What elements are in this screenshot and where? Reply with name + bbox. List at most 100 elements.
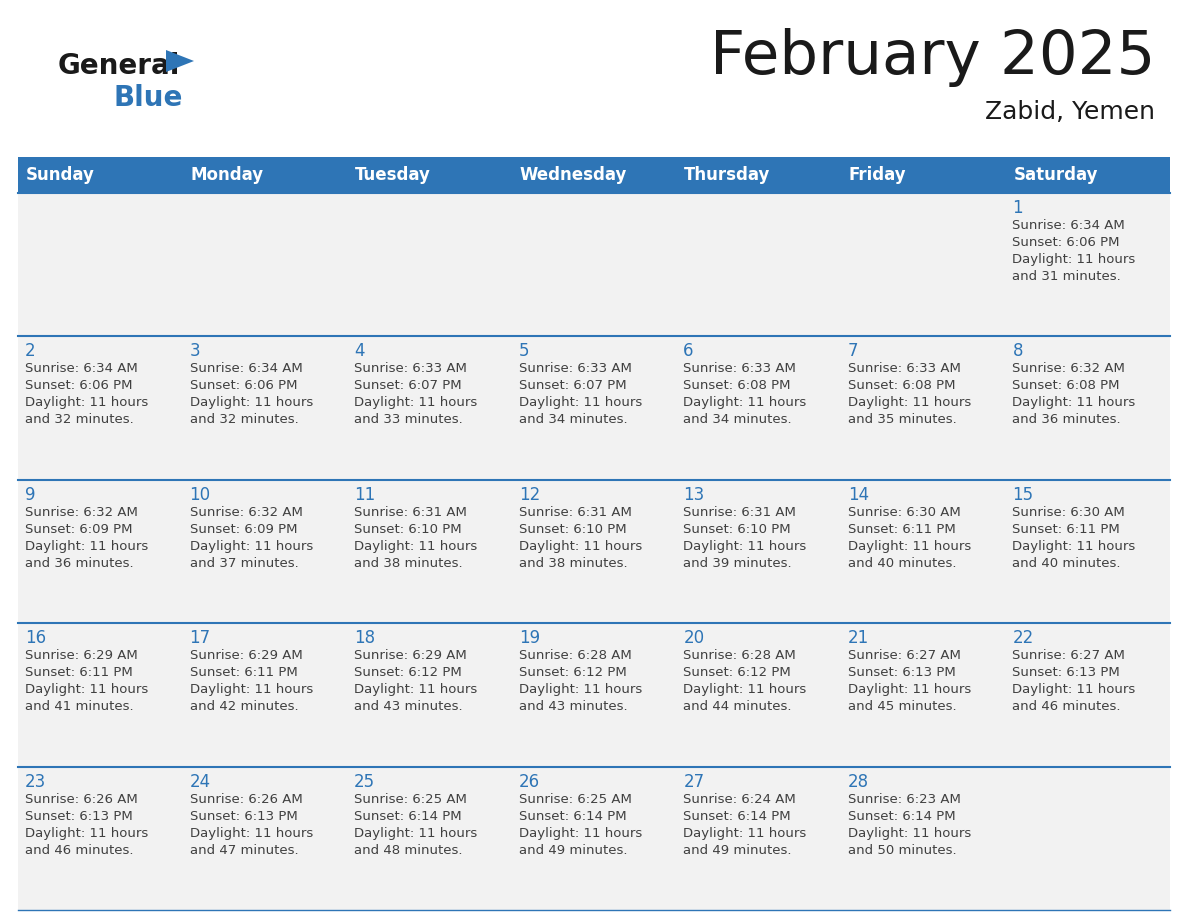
Text: and 33 minutes.: and 33 minutes.: [354, 413, 463, 426]
Text: Thursday: Thursday: [684, 166, 771, 184]
Text: and 40 minutes.: and 40 minutes.: [1012, 557, 1121, 570]
Text: 14: 14: [848, 486, 868, 504]
Text: 13: 13: [683, 486, 704, 504]
Text: Sunrise: 6:34 AM: Sunrise: 6:34 AM: [1012, 219, 1125, 232]
Text: February 2025: February 2025: [709, 28, 1155, 87]
Text: Sunset: 6:09 PM: Sunset: 6:09 PM: [25, 522, 133, 536]
Text: Sunset: 6:12 PM: Sunset: 6:12 PM: [354, 666, 462, 679]
Text: 1: 1: [1012, 199, 1023, 217]
Text: 5: 5: [519, 342, 529, 361]
Bar: [18, 193, 1170, 336]
Text: Sunrise: 6:33 AM: Sunrise: 6:33 AM: [848, 363, 961, 375]
Text: Sunrise: 6:32 AM: Sunrise: 6:32 AM: [190, 506, 303, 519]
Text: and 40 minutes.: and 40 minutes.: [848, 557, 956, 570]
Text: 21: 21: [848, 629, 870, 647]
Text: and 42 minutes.: and 42 minutes.: [190, 700, 298, 713]
Text: Sunrise: 6:33 AM: Sunrise: 6:33 AM: [519, 363, 632, 375]
Text: and 31 minutes.: and 31 minutes.: [1012, 270, 1121, 283]
Text: Sunrise: 6:26 AM: Sunrise: 6:26 AM: [25, 792, 138, 806]
Text: and 47 minutes.: and 47 minutes.: [190, 844, 298, 856]
Polygon shape: [166, 50, 194, 72]
Text: Daylight: 11 hours: Daylight: 11 hours: [1012, 683, 1136, 696]
Text: Daylight: 11 hours: Daylight: 11 hours: [683, 397, 807, 409]
Text: Sunset: 6:14 PM: Sunset: 6:14 PM: [354, 810, 462, 823]
Text: Sunset: 6:10 PM: Sunset: 6:10 PM: [354, 522, 462, 536]
Bar: [18, 480, 1170, 623]
Text: Sunset: 6:11 PM: Sunset: 6:11 PM: [848, 522, 955, 536]
Text: 26: 26: [519, 773, 539, 790]
Text: Sunrise: 6:26 AM: Sunrise: 6:26 AM: [190, 792, 302, 806]
Text: Sunset: 6:10 PM: Sunset: 6:10 PM: [519, 522, 626, 536]
Text: Sunrise: 6:30 AM: Sunrise: 6:30 AM: [1012, 506, 1125, 519]
Text: and 49 minutes.: and 49 minutes.: [519, 844, 627, 856]
Text: Daylight: 11 hours: Daylight: 11 hours: [519, 683, 642, 696]
Text: Sunset: 6:11 PM: Sunset: 6:11 PM: [1012, 522, 1120, 536]
Text: Sunset: 6:14 PM: Sunset: 6:14 PM: [519, 810, 626, 823]
Text: Daylight: 11 hours: Daylight: 11 hours: [848, 397, 971, 409]
Text: 4: 4: [354, 342, 365, 361]
Text: Sunrise: 6:29 AM: Sunrise: 6:29 AM: [354, 649, 467, 662]
Text: and 36 minutes.: and 36 minutes.: [1012, 413, 1121, 426]
Text: Sunrise: 6:28 AM: Sunrise: 6:28 AM: [683, 649, 796, 662]
Bar: [183, 157, 347, 193]
Text: and 32 minutes.: and 32 minutes.: [190, 413, 298, 426]
Bar: [18, 336, 1170, 480]
Bar: [841, 157, 1005, 193]
Text: Sunrise: 6:23 AM: Sunrise: 6:23 AM: [848, 792, 961, 806]
Text: and 49 minutes.: and 49 minutes.: [683, 844, 791, 856]
Text: 7: 7: [848, 342, 859, 361]
Text: 18: 18: [354, 629, 375, 647]
Text: and 32 minutes.: and 32 minutes.: [25, 413, 134, 426]
Text: Sunset: 6:12 PM: Sunset: 6:12 PM: [683, 666, 791, 679]
Text: 23: 23: [25, 773, 46, 790]
Text: and 34 minutes.: and 34 minutes.: [683, 413, 792, 426]
Text: Daylight: 11 hours: Daylight: 11 hours: [1012, 397, 1136, 409]
Text: and 34 minutes.: and 34 minutes.: [519, 413, 627, 426]
Text: 25: 25: [354, 773, 375, 790]
Text: 20: 20: [683, 629, 704, 647]
Text: and 43 minutes.: and 43 minutes.: [354, 700, 463, 713]
Text: Sunset: 6:13 PM: Sunset: 6:13 PM: [190, 810, 297, 823]
Text: Sunset: 6:06 PM: Sunset: 6:06 PM: [25, 379, 133, 392]
Text: 12: 12: [519, 486, 541, 504]
Text: 15: 15: [1012, 486, 1034, 504]
Text: Sunset: 6:08 PM: Sunset: 6:08 PM: [1012, 379, 1120, 392]
Text: Zabid, Yemen: Zabid, Yemen: [985, 100, 1155, 124]
Text: Sunrise: 6:34 AM: Sunrise: 6:34 AM: [190, 363, 302, 375]
Text: Sunset: 6:13 PM: Sunset: 6:13 PM: [848, 666, 955, 679]
Text: Sunrise: 6:25 AM: Sunrise: 6:25 AM: [354, 792, 467, 806]
Text: Daylight: 11 hours: Daylight: 11 hours: [1012, 540, 1136, 553]
Text: 16: 16: [25, 629, 46, 647]
Text: Sunday: Sunday: [26, 166, 95, 184]
Bar: [18, 623, 1170, 767]
Text: Sunrise: 6:28 AM: Sunrise: 6:28 AM: [519, 649, 632, 662]
Text: Friday: Friday: [849, 166, 906, 184]
Text: Sunrise: 6:27 AM: Sunrise: 6:27 AM: [848, 649, 961, 662]
Text: 3: 3: [190, 342, 201, 361]
Text: Daylight: 11 hours: Daylight: 11 hours: [848, 826, 971, 840]
Bar: [18, 157, 183, 193]
Text: Sunset: 6:13 PM: Sunset: 6:13 PM: [1012, 666, 1120, 679]
Text: and 38 minutes.: and 38 minutes.: [354, 557, 463, 570]
Text: Daylight: 11 hours: Daylight: 11 hours: [848, 683, 971, 696]
Text: Sunrise: 6:31 AM: Sunrise: 6:31 AM: [354, 506, 467, 519]
Text: 8: 8: [1012, 342, 1023, 361]
Text: Sunset: 6:09 PM: Sunset: 6:09 PM: [190, 522, 297, 536]
Text: 11: 11: [354, 486, 375, 504]
Text: Daylight: 11 hours: Daylight: 11 hours: [519, 540, 642, 553]
Text: 28: 28: [848, 773, 868, 790]
Text: 22: 22: [1012, 629, 1034, 647]
Text: Sunrise: 6:33 AM: Sunrise: 6:33 AM: [683, 363, 796, 375]
Text: Sunset: 6:12 PM: Sunset: 6:12 PM: [519, 666, 626, 679]
Text: Wednesday: Wednesday: [519, 166, 627, 184]
Text: Sunset: 6:07 PM: Sunset: 6:07 PM: [354, 379, 462, 392]
Text: Daylight: 11 hours: Daylight: 11 hours: [190, 826, 312, 840]
Text: Sunrise: 6:29 AM: Sunrise: 6:29 AM: [190, 649, 302, 662]
Text: Daylight: 11 hours: Daylight: 11 hours: [25, 540, 148, 553]
Text: Sunset: 6:08 PM: Sunset: 6:08 PM: [848, 379, 955, 392]
Text: and 37 minutes.: and 37 minutes.: [190, 557, 298, 570]
Text: Sunset: 6:13 PM: Sunset: 6:13 PM: [25, 810, 133, 823]
Text: Sunrise: 6:33 AM: Sunrise: 6:33 AM: [354, 363, 467, 375]
Text: and 36 minutes.: and 36 minutes.: [25, 557, 133, 570]
Text: 19: 19: [519, 629, 539, 647]
